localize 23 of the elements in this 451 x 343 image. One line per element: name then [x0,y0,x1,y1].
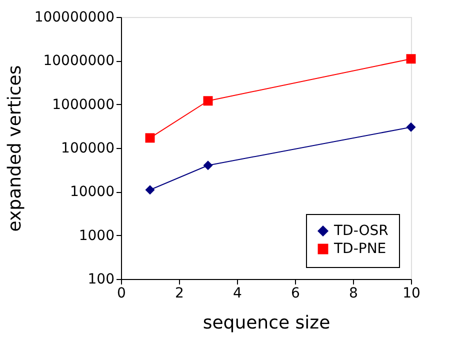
point [406,122,416,132]
y-tick-label: 100 [88,272,114,288]
point [203,160,213,170]
y-tick-label: 10000000 [43,53,114,70]
y-tick-label: 1000000 [52,96,114,113]
legend-label: TD-OSR [333,223,389,239]
y-axis-title: expanded vertices [4,65,26,232]
x-axis-title: sequence size [202,312,330,334]
point [145,133,155,143]
x-tick-label: 10 [402,286,420,302]
x-tick-label: 4 [233,286,242,302]
point [145,185,155,195]
point [203,96,213,106]
x-tick-label: 8 [349,286,358,302]
x-tick-label: 2 [175,286,184,302]
y-tick-label: 100000 [61,140,114,156]
point [406,54,416,64]
x-tick-label: 0 [117,286,126,302]
x-tick-label: 6 [291,286,300,302]
y-tick-label: 10000 [70,184,114,200]
y-tick-label: 100000000 [34,10,114,26]
y-tick-label: 1000 [78,228,114,244]
legend-label: TD-PNE [333,241,386,257]
